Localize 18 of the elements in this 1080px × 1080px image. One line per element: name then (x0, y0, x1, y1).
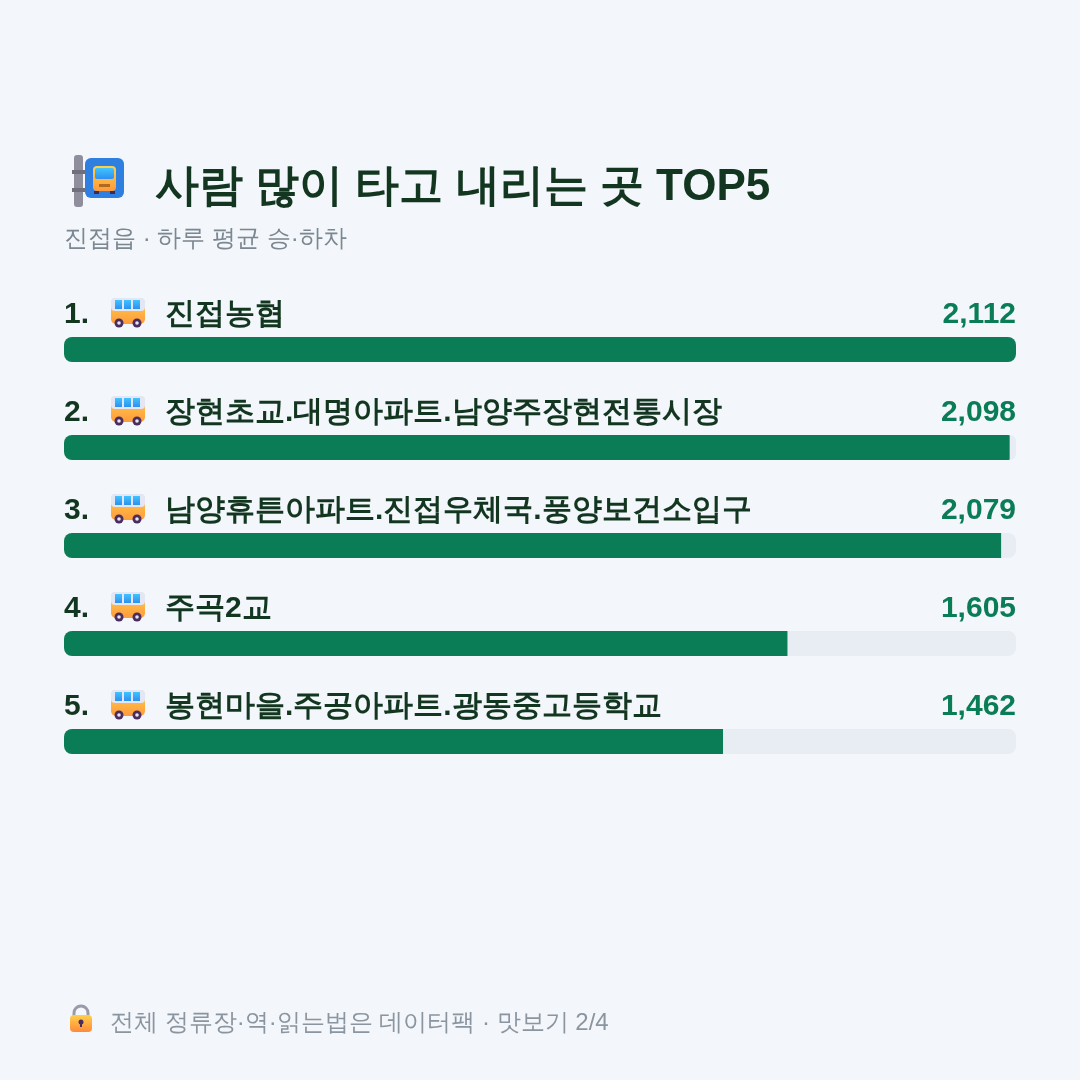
category-label: 주곡2교 (165, 590, 272, 623)
category-label: 봉현마을.주공아파트.광동중고등학교 (165, 688, 662, 721)
category-label: 남양휴튼아파트.진접우체국.풍양보건소입구 (165, 492, 752, 525)
category-rank: 4. (64, 590, 90, 623)
annotation: 전체 정류장·역·읽는법은 데이터팩 · 맛보기 2/4 (110, 1008, 609, 1035)
category-rank: 2. (64, 394, 90, 427)
value-label: 1,605 (940, 590, 1016, 623)
category-label: 장현초교.대명아파트.남양주장현전통시장 (165, 394, 722, 427)
category-rank: 3. (64, 492, 90, 525)
value-label: 2,112 (942, 296, 1016, 329)
value-label: 2,079 (940, 492, 1016, 525)
category-rank: 1. (64, 296, 90, 329)
value-label: 1,462 (940, 688, 1016, 721)
category-label: 진접농협 (165, 296, 285, 329)
title: 사람 많이 타고 내리는 곳 TOP5 (155, 160, 771, 209)
subtitle: 진접읍 · 하루 평균 승·하차 (64, 224, 347, 251)
value-label: 2,098 (940, 394, 1016, 427)
category-rank: 5. (64, 688, 90, 721)
